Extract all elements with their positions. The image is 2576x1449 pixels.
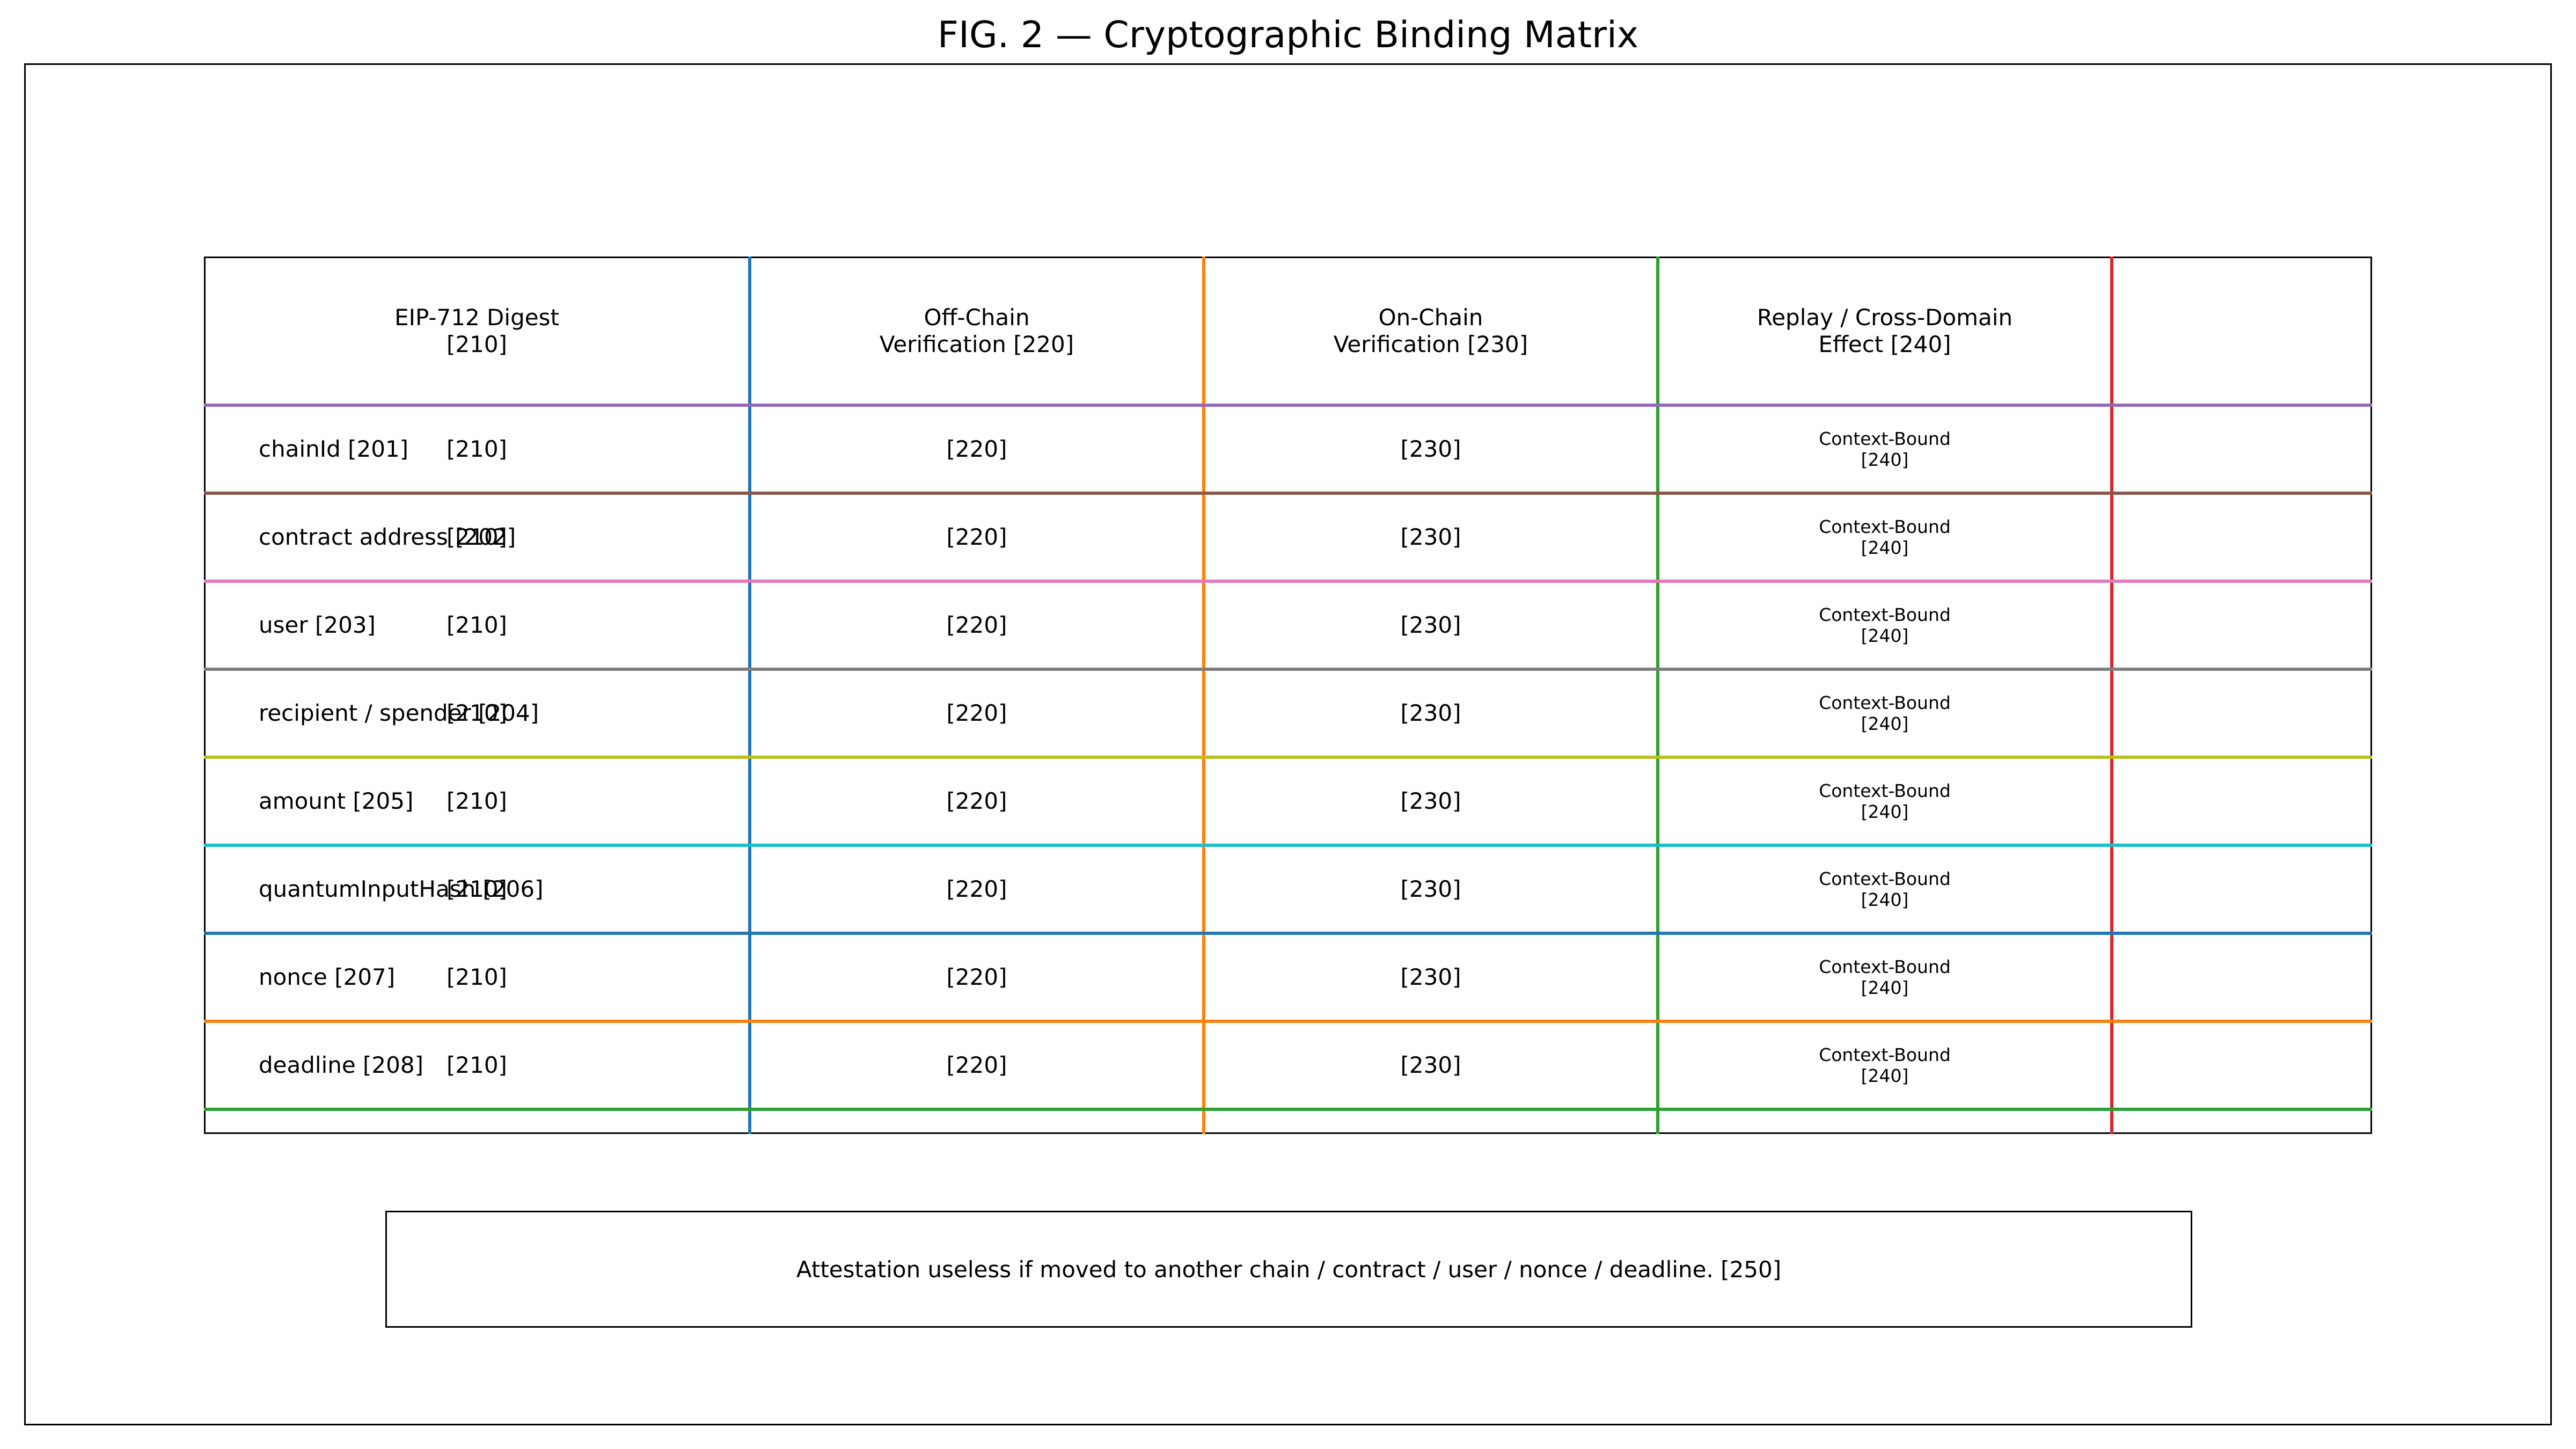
figure-frame	[24, 63, 2552, 1425]
offchain-cell: [220]	[946, 876, 1007, 902]
effect-cell: Context-Bound [240]	[1819, 604, 1951, 646]
figure-title: FIG. 2 — Cryptographic Binding Matrix	[937, 14, 1639, 56]
row-divider-5	[204, 756, 2372, 759]
column-header-2: Off-Chain Verification [220]	[879, 304, 1074, 357]
row-divider-8	[204, 1020, 2372, 1023]
digest-cell: [210]	[447, 788, 507, 814]
row-divider-6	[204, 844, 2372, 847]
column-header-4: Replay / Cross-Domain Effect [240]	[1757, 304, 2013, 357]
row-divider-3	[204, 580, 2372, 583]
attestation-note-text: Attestation useless if moved to another …	[796, 1256, 1782, 1283]
row-divider-7	[204, 932, 2372, 935]
offchain-cell: [220]	[946, 700, 1007, 726]
column-header-3: On-Chain Verification [230]	[1333, 304, 1528, 357]
onchain-cell: [230]	[1400, 700, 1461, 726]
digest-cell: [210]	[447, 436, 507, 462]
column-header-1: EIP-712 Digest [210]	[394, 304, 559, 357]
row-label: nonce [207]	[259, 964, 396, 990]
column-divider-1	[748, 257, 751, 1134]
offchain-cell: [220]	[946, 1052, 1007, 1078]
row-label: quantumInputHash [206]	[259, 876, 544, 902]
effect-cell: Context-Bound [240]	[1819, 428, 1951, 470]
column-divider-2	[1202, 257, 1205, 1134]
row-label: contract address [202]	[259, 524, 516, 550]
digest-cell: [210]	[447, 876, 507, 902]
offchain-cell: [220]	[946, 524, 1007, 550]
offchain-cell: [220]	[946, 788, 1007, 814]
row-divider-1	[204, 404, 2372, 407]
onchain-cell: [230]	[1400, 1052, 1461, 1078]
effect-cell: Context-Bound [240]	[1819, 692, 1951, 734]
effect-cell: Context-Bound [240]	[1819, 1044, 1951, 1086]
row-label: chainId [201]	[259, 436, 409, 462]
effect-cell: Context-Bound [240]	[1819, 956, 1951, 998]
digest-cell: [210]	[447, 524, 507, 550]
row-label: deadline [208]	[259, 1052, 423, 1078]
column-divider-4	[2110, 257, 2113, 1134]
row-divider-9	[204, 1108, 2372, 1111]
row-divider-2	[204, 492, 2372, 495]
effect-cell: Context-Bound [240]	[1819, 516, 1951, 558]
offchain-cell: [220]	[946, 964, 1007, 990]
binding-matrix	[204, 257, 2372, 1134]
onchain-cell: [230]	[1400, 612, 1461, 638]
onchain-cell: [230]	[1400, 876, 1461, 902]
attestation-note: Attestation useless if moved to another …	[385, 1211, 2192, 1328]
digest-cell: [210]	[447, 612, 507, 638]
row-label: recipient / spender [204]	[259, 700, 539, 726]
digest-cell: [210]	[447, 1052, 507, 1078]
offchain-cell: [220]	[946, 436, 1007, 462]
effect-cell: Context-Bound [240]	[1819, 780, 1951, 822]
digest-cell: [210]	[447, 700, 507, 726]
row-divider-4	[204, 668, 2372, 671]
onchain-cell: [230]	[1400, 788, 1461, 814]
onchain-cell: [230]	[1400, 964, 1461, 990]
effect-cell: Context-Bound [240]	[1819, 868, 1951, 910]
onchain-cell: [230]	[1400, 436, 1461, 462]
row-label: amount [205]	[259, 788, 414, 814]
column-divider-3	[1656, 257, 1659, 1134]
offchain-cell: [220]	[946, 612, 1007, 638]
row-label: user [203]	[259, 612, 376, 638]
digest-cell: [210]	[447, 964, 507, 990]
onchain-cell: [230]	[1400, 524, 1461, 550]
